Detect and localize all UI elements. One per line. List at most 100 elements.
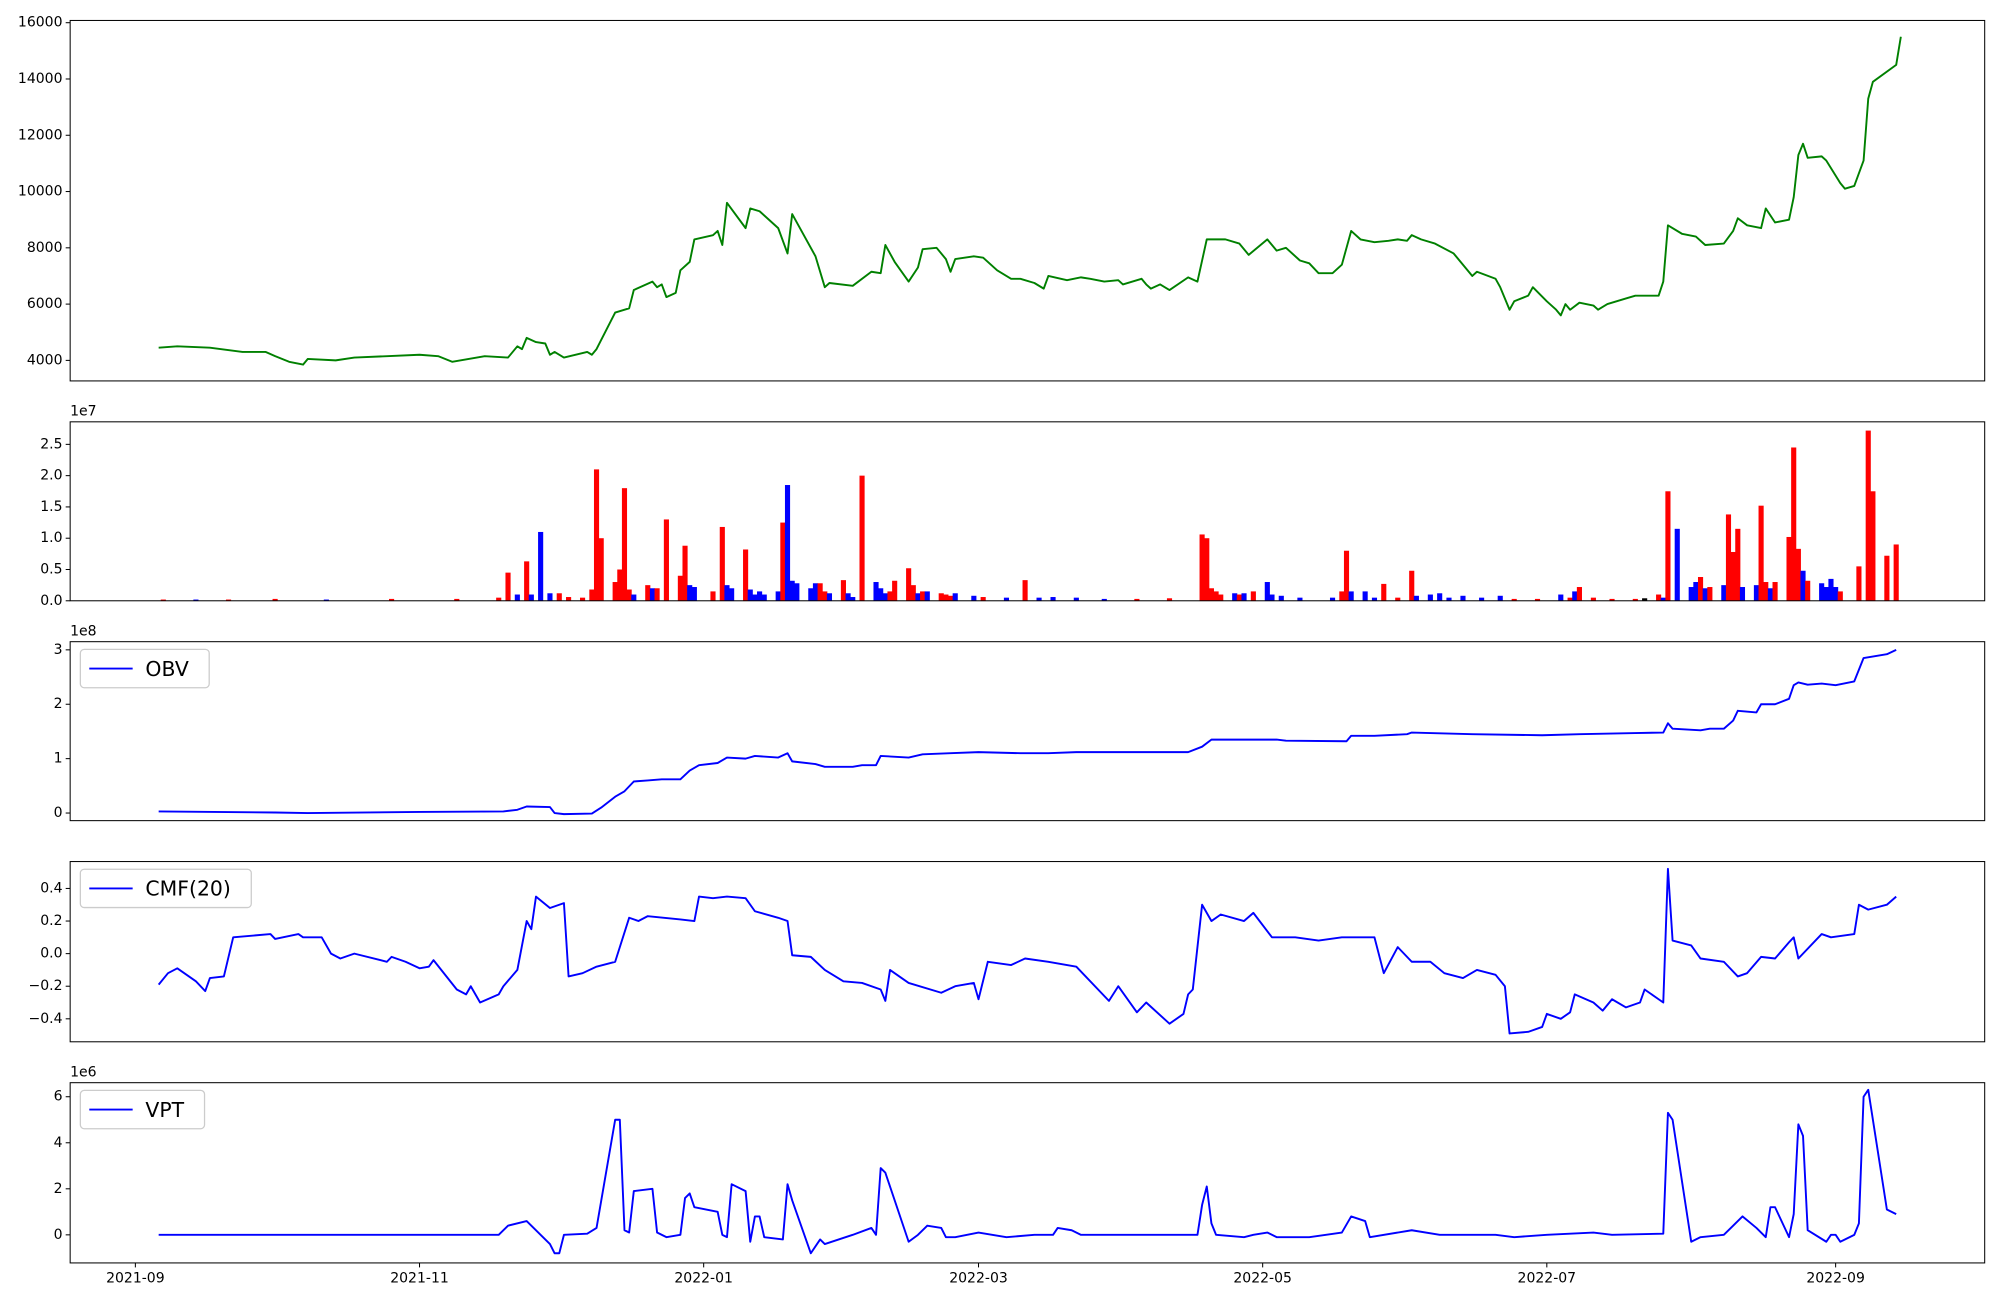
volume-bar	[1446, 597, 1452, 601]
y-tick-label: 0.0	[40, 946, 62, 962]
volume-bar	[1819, 583, 1825, 601]
volume-bar	[1688, 587, 1694, 601]
volume-bar	[1674, 528, 1680, 601]
plot-frame	[69, 641, 1986, 822]
y-tick-label: 4000	[27, 352, 63, 368]
volume-bar	[1134, 598, 1140, 601]
y-tick-label: 0	[54, 1227, 63, 1243]
y-tick-label: 2	[54, 696, 63, 712]
volume-bar	[1371, 597, 1378, 601]
volume-bar	[1884, 555, 1890, 601]
volume-bar	[808, 588, 814, 601]
y-tick-label: 8000	[27, 240, 63, 256]
volume-bar	[1479, 597, 1485, 601]
y-tick-label: 4	[54, 1135, 63, 1151]
volume-bar	[1767, 588, 1773, 601]
volume-bar	[1697, 577, 1704, 601]
volume-bar	[682, 545, 688, 601]
volume-bar	[1800, 570, 1806, 601]
volume-bar	[1250, 591, 1256, 601]
volume-bar	[789, 580, 795, 601]
volume-bar	[454, 598, 460, 601]
y-tick-label: 1.5	[40, 499, 62, 515]
volume-bar	[272, 598, 278, 601]
data-line	[158, 648, 1897, 816]
volume-bar	[1795, 548, 1801, 601]
volume-bar	[677, 575, 683, 601]
volume-bar	[1833, 587, 1839, 601]
volume-bar	[845, 593, 851, 601]
volume-bar	[859, 475, 865, 601]
x-tick-label: 2021-09	[106, 1270, 165, 1286]
volume-bar	[812, 583, 819, 601]
volume-bar	[822, 591, 828, 601]
legend: CMF(20)	[79, 868, 252, 909]
y-tick-label: 0.0	[40, 593, 62, 609]
volume-bar	[1036, 597, 1042, 601]
volume-bar	[1572, 591, 1578, 601]
volume-bar	[1204, 538, 1210, 601]
volume-bar	[1166, 598, 1173, 601]
volume-bar	[1735, 528, 1741, 601]
volume-bar	[747, 589, 753, 601]
legend-label: OBV	[145, 657, 188, 681]
y-tick-label: 0.2	[40, 913, 62, 929]
volume-bar	[980, 597, 986, 601]
volume-bar	[160, 599, 166, 601]
volume-bar	[1343, 550, 1350, 601]
volume-bar	[1763, 582, 1769, 601]
y-tick-label: 0	[54, 805, 63, 821]
x-tick-label: 2022-03	[949, 1270, 1008, 1286]
volume-bar	[1264, 582, 1270, 601]
volume-bar	[724, 585, 730, 601]
volume-bar	[1590, 597, 1596, 601]
volume-bar	[1665, 491, 1671, 601]
y-tick-label: −0.4	[28, 1011, 62, 1027]
volume-bar	[1870, 491, 1876, 601]
x-tick-label: 2022-07	[1518, 1270, 1577, 1286]
y-tick-label: 3	[54, 642, 63, 658]
volume-bar	[1236, 594, 1242, 601]
y-tick-label: 2.0	[40, 468, 62, 484]
volume-bar	[1497, 595, 1503, 601]
volume-bar	[1656, 594, 1662, 601]
volume-bar	[1893, 544, 1899, 601]
volume-bar	[1427, 594, 1433, 601]
volume-bar	[892, 580, 898, 601]
volume-bar	[784, 485, 791, 601]
volume-bar	[626, 589, 632, 601]
volume-bar	[645, 585, 651, 601]
data-line	[158, 36, 1902, 366]
volume-bar	[878, 588, 884, 601]
volume-bar	[1413, 595, 1419, 601]
volume-bar	[1660, 597, 1666, 601]
volume-bar	[1269, 594, 1275, 601]
y-offset-label: 1e7	[70, 404, 96, 420]
y-tick-label: 1.0	[40, 530, 62, 546]
volume-bar	[1865, 430, 1871, 601]
volume-bar	[225, 599, 232, 601]
volume-bar	[621, 488, 628, 601]
volume-bar	[1730, 551, 1736, 601]
volume-bar	[514, 594, 520, 601]
volume-bar	[1823, 587, 1829, 601]
volume-bar	[1856, 566, 1862, 601]
volume-bar	[887, 591, 893, 601]
volume-bar	[612, 582, 618, 601]
volume-bar	[948, 595, 954, 601]
volume-bar	[1805, 580, 1811, 601]
y-tick-label: 0.4	[40, 880, 62, 896]
volume-bar	[1642, 598, 1648, 601]
y-tick-label: 2.5	[40, 436, 62, 452]
volume-bar	[663, 519, 669, 601]
legend: VPT	[79, 1089, 206, 1130]
volume-bar	[566, 597, 572, 601]
volume-bar	[794, 583, 800, 601]
volume-bar	[817, 583, 823, 601]
x-tick-label: 2022-09	[1806, 1270, 1865, 1286]
volume-bar	[1460, 595, 1466, 601]
volume-bar	[1409, 570, 1415, 601]
volume-bar	[1828, 578, 1834, 601]
volume-bar	[910, 585, 916, 601]
volume-bar	[1381, 583, 1387, 601]
